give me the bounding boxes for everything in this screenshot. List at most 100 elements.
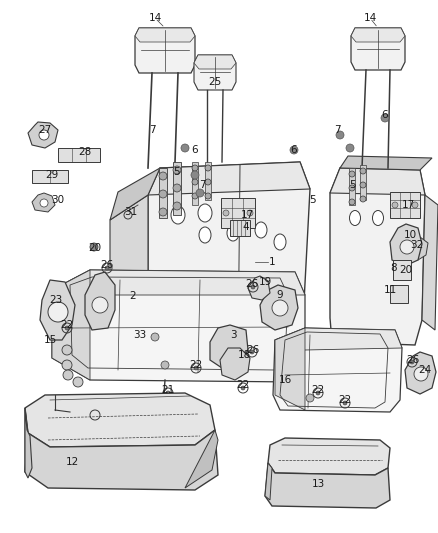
Bar [393,260,411,280]
Polygon shape [351,28,405,70]
Circle shape [159,208,167,216]
Polygon shape [351,28,405,42]
Circle shape [159,172,167,180]
Circle shape [223,210,229,216]
Text: 22: 22 [339,395,352,405]
Polygon shape [330,168,425,195]
Ellipse shape [171,206,185,224]
Polygon shape [40,280,75,340]
Circle shape [62,360,72,370]
Text: 11: 11 [383,285,397,295]
Circle shape [316,391,320,395]
Circle shape [194,366,198,370]
Text: 22: 22 [311,385,325,395]
Circle shape [247,210,253,216]
Ellipse shape [226,201,240,219]
Circle shape [349,199,355,205]
Text: 30: 30 [51,195,64,205]
Polygon shape [85,272,115,330]
Ellipse shape [372,211,384,225]
Text: 14: 14 [364,13,377,23]
Circle shape [349,171,355,177]
Ellipse shape [274,234,286,250]
Circle shape [173,166,181,174]
Polygon shape [25,408,28,472]
Text: 31: 31 [124,207,138,217]
Circle shape [392,202,398,208]
Polygon shape [52,270,90,380]
Circle shape [192,179,198,185]
Circle shape [151,333,159,341]
Polygon shape [135,28,195,42]
Text: 6: 6 [381,110,389,120]
Circle shape [159,190,167,198]
Polygon shape [28,122,58,148]
Polygon shape [173,162,181,215]
Circle shape [192,165,198,171]
Text: 7: 7 [199,180,205,190]
Circle shape [92,297,108,313]
Polygon shape [265,463,390,508]
Polygon shape [390,224,422,266]
Polygon shape [194,55,236,69]
Polygon shape [265,463,272,500]
Text: 24: 24 [418,365,431,375]
Text: 28: 28 [78,147,92,157]
Ellipse shape [199,227,211,243]
Text: 18: 18 [237,350,251,360]
Circle shape [65,326,69,330]
Ellipse shape [350,211,360,225]
Circle shape [360,182,366,188]
Circle shape [349,185,355,191]
Polygon shape [340,156,432,170]
Text: 8: 8 [391,263,397,273]
Polygon shape [275,328,305,410]
Polygon shape [275,328,402,350]
Circle shape [90,243,98,251]
Polygon shape [194,55,236,90]
Polygon shape [273,328,402,412]
Polygon shape [25,393,215,447]
Polygon shape [422,195,438,330]
Text: 22: 22 [60,320,74,330]
Bar [390,192,420,218]
Circle shape [166,391,170,395]
Polygon shape [52,270,305,295]
Polygon shape [52,270,305,382]
Circle shape [250,350,254,354]
Circle shape [154,434,162,442]
Bar [221,198,255,228]
Circle shape [414,367,428,381]
Text: 17: 17 [401,200,415,210]
Circle shape [39,130,49,140]
Polygon shape [260,285,298,330]
Polygon shape [210,325,248,368]
Text: 22: 22 [189,360,203,370]
Circle shape [205,193,211,199]
Text: 27: 27 [39,125,52,135]
Circle shape [173,202,181,210]
Polygon shape [135,28,195,73]
Text: 29: 29 [46,170,59,180]
Circle shape [336,131,344,139]
Circle shape [381,114,389,122]
Text: 17: 17 [240,210,254,220]
Circle shape [343,401,347,405]
Bar [230,220,250,236]
Text: 25: 25 [208,77,222,87]
Polygon shape [148,162,310,365]
Text: 26: 26 [100,260,113,270]
Polygon shape [205,162,211,200]
Circle shape [346,144,354,152]
Circle shape [196,189,204,197]
Circle shape [191,171,199,179]
Circle shape [40,199,48,207]
Text: 16: 16 [279,375,292,385]
Text: 10: 10 [403,230,417,240]
Text: 2: 2 [130,291,136,301]
Polygon shape [185,430,218,488]
Bar [390,285,408,303]
Text: 32: 32 [410,240,424,250]
Polygon shape [405,352,436,394]
Circle shape [290,146,298,154]
